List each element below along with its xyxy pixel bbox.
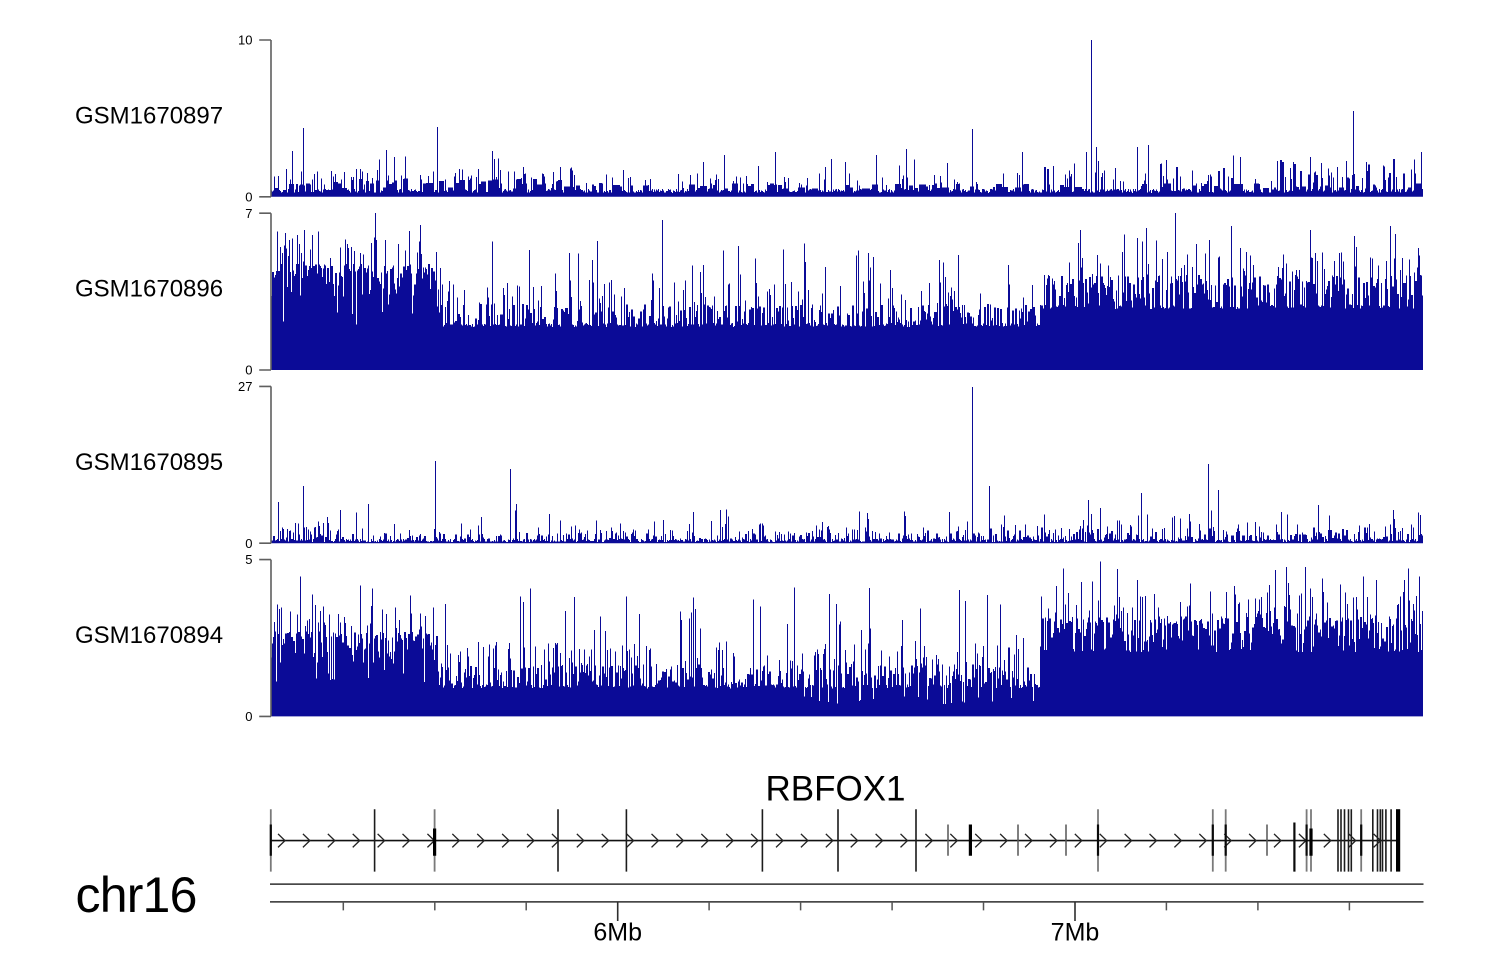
svg-text:GSM1670896: GSM1670896: [75, 276, 223, 303]
svg-text:5: 5: [245, 552, 252, 567]
svg-text:GSM1670894: GSM1670894: [75, 622, 223, 649]
svg-text:7Mb: 7Mb: [1051, 919, 1100, 947]
svg-text:0: 0: [245, 189, 252, 204]
svg-text:0: 0: [245, 536, 252, 551]
svg-text:chr16: chr16: [76, 867, 197, 923]
svg-text:RBFOX1: RBFOX1: [765, 770, 905, 809]
svg-text:7: 7: [245, 206, 252, 221]
svg-text:GSM1670895: GSM1670895: [75, 449, 223, 476]
svg-text:0: 0: [245, 363, 252, 378]
svg-text:6Mb: 6Mb: [593, 919, 642, 947]
svg-text:10: 10: [238, 33, 252, 48]
svg-text:27: 27: [238, 379, 252, 394]
svg-text:0: 0: [245, 709, 252, 724]
svg-text:GSM1670897: GSM1670897: [75, 102, 223, 129]
